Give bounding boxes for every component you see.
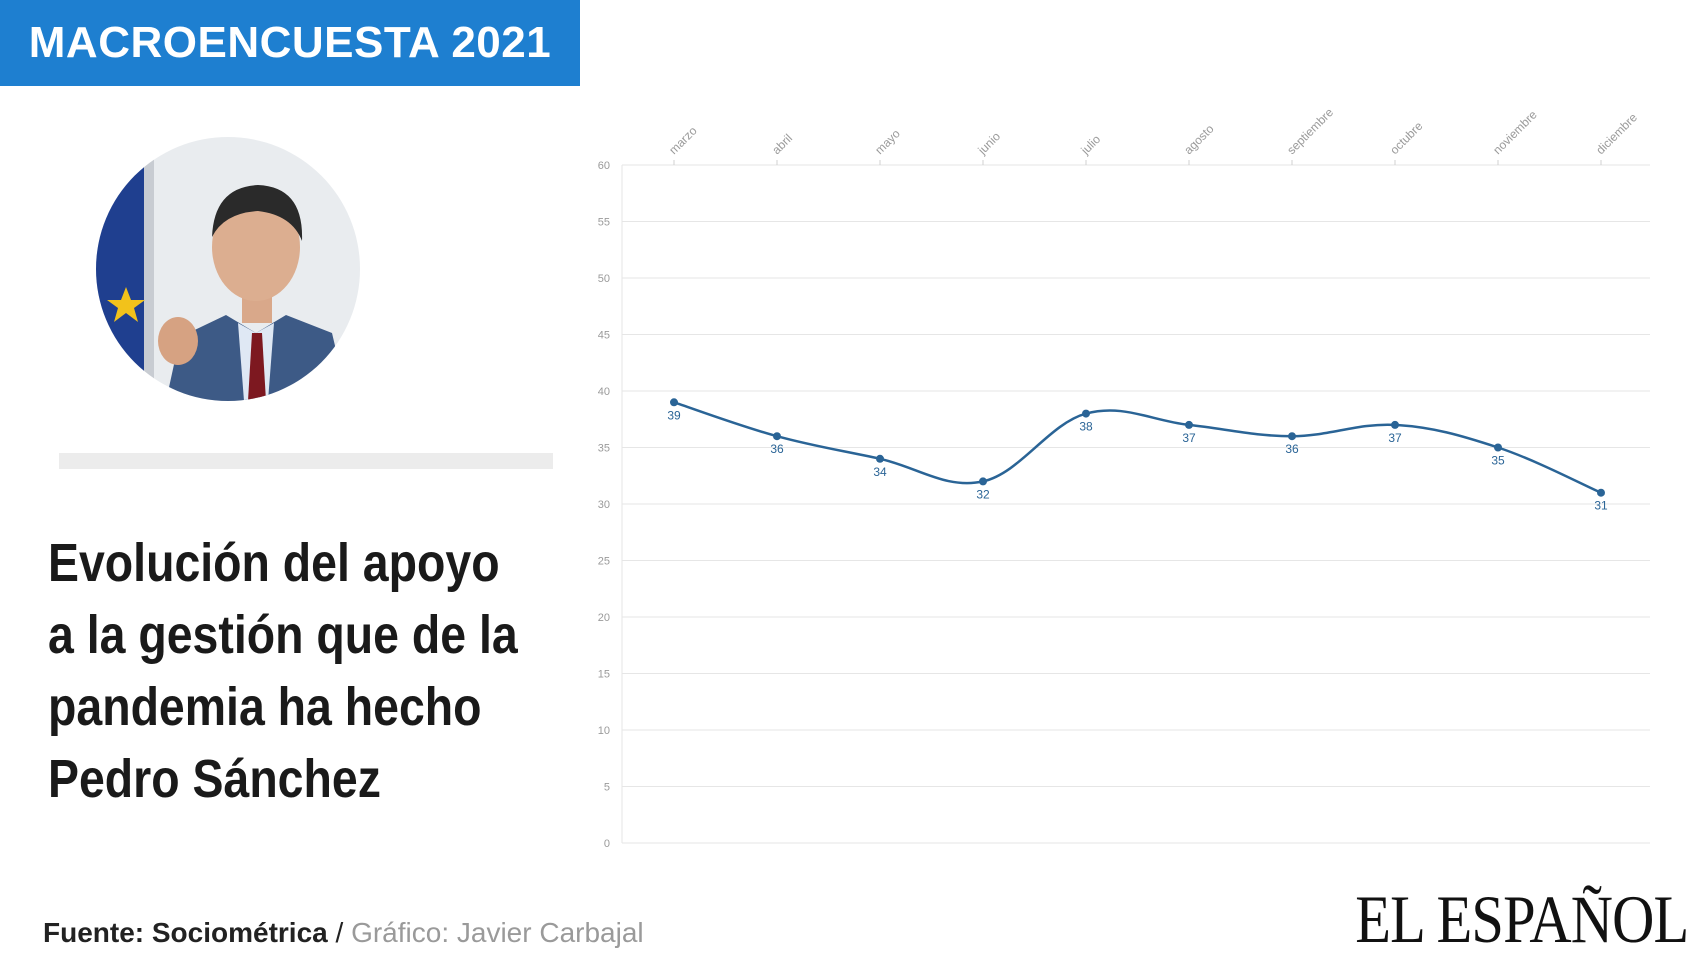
y-tick-label: 30 — [598, 499, 610, 511]
data-label: 38 — [1079, 420, 1093, 434]
y-tick-label: 40 — [598, 386, 610, 398]
credit-label: Gráfico: Javier Carbajal — [351, 917, 644, 948]
y-tick-label: 20 — [598, 612, 610, 624]
data-label: 31 — [1594, 499, 1608, 513]
line-chart: 0 5 10 15 20 25 30 35 40 45 50 55 60 marzo abril mayo ju… — [598, 105, 1650, 850]
x-tick-label: junio — [975, 129, 1004, 158]
data-label: 39 — [667, 408, 681, 422]
y-tick-label: 35 — [598, 443, 610, 455]
data-label: 34 — [873, 465, 887, 479]
data-label: 36 — [1285, 442, 1299, 456]
divider-bar — [59, 453, 553, 469]
data-point — [773, 432, 781, 441]
headline-line: pandemia ha hecho — [48, 677, 482, 737]
data-point — [876, 454, 884, 463]
footer-credits: Fuente: Sociométrica / Gráfico: Javier C… — [43, 917, 644, 949]
portrait-photo — [96, 137, 360, 401]
x-tick-label: septiembre — [1284, 105, 1336, 157]
y-tick-label: 0 — [604, 838, 610, 850]
y-tick-label: 60 — [598, 160, 610, 172]
data-label: 37 — [1182, 431, 1196, 445]
x-tick-label: agosto — [1181, 122, 1217, 158]
x-tick-label: marzo — [666, 123, 700, 157]
x-tick-label: julio — [1078, 132, 1104, 158]
headline: Evolución del apoyo a la gestión que de … — [48, 527, 518, 815]
data-point — [1597, 488, 1605, 497]
y-tick-label: 5 — [604, 782, 610, 794]
logo-text: EL ESPAÑOL — [1354, 881, 1689, 957]
portrait-illustration — [96, 137, 360, 401]
y-tick-label: 45 — [598, 330, 610, 342]
x-tick-label: noviembre — [1490, 107, 1540, 157]
source-label: Fuente: Sociométrica — [43, 917, 328, 948]
data-point — [1494, 443, 1502, 452]
y-tick-label: 55 — [598, 217, 610, 229]
headline-line: a la gestión que de la — [48, 605, 518, 665]
y-tick-label: 50 — [598, 273, 610, 285]
y-tick-label: 15 — [598, 669, 610, 681]
data-point — [670, 398, 678, 407]
data-label: 37 — [1388, 431, 1402, 445]
x-tick-label: mayo — [872, 126, 903, 157]
credit-separator: / — [335, 917, 344, 948]
x-tick-label: octubre — [1387, 119, 1425, 157]
x-tick-label: abril — [769, 131, 795, 157]
section-banner: MACROENCUESTA 2021 — [0, 0, 580, 86]
headline-line: Evolución del apoyo — [48, 533, 500, 593]
data-point — [1288, 432, 1296, 441]
banner-label: MACROENCUESTA 2021 — [28, 18, 552, 67]
data-point — [1185, 420, 1193, 429]
data-label: 35 — [1491, 454, 1505, 468]
x-tick-label: diciembre — [1593, 110, 1640, 157]
y-tick-label: 25 — [598, 556, 610, 568]
data-point — [1082, 409, 1090, 418]
el-espanol-logo: EL ESPAÑOL — [1354, 880, 1689, 959]
data-point — [1391, 420, 1399, 429]
y-tick-label: 10 — [598, 725, 610, 737]
data-label: 32 — [976, 487, 990, 501]
data-point — [979, 477, 987, 486]
series-line — [673, 401, 1602, 494]
headline-line: Pedro Sánchez — [48, 749, 381, 809]
data-label: 36 — [770, 442, 784, 456]
